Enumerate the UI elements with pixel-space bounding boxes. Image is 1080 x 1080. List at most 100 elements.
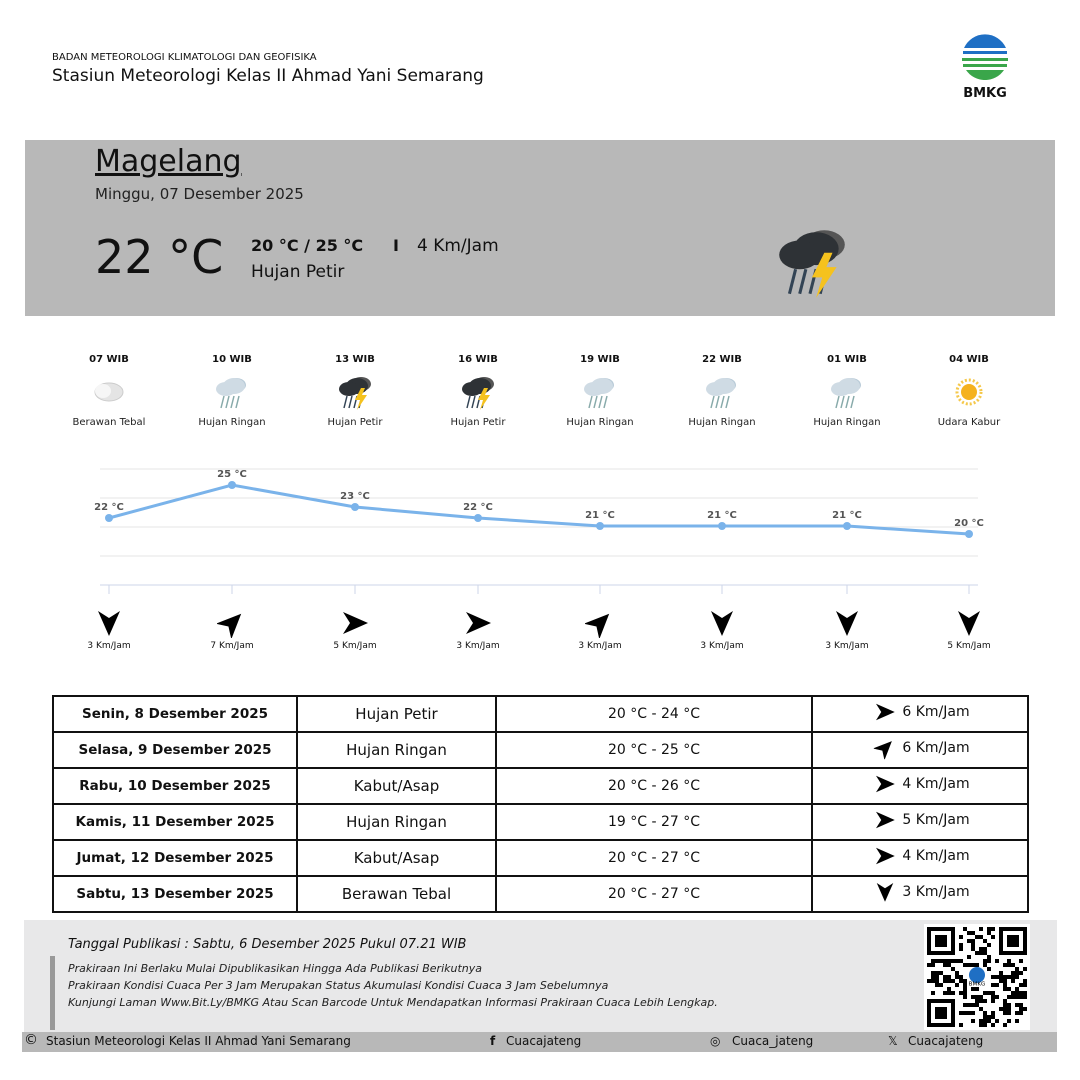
hourly-item: 13 WIB Hujan Petir — [295, 354, 415, 428]
wind-direction-icon — [583, 613, 610, 640]
hour-condition: Hujan Petir — [450, 417, 506, 428]
temp-range-cell: 20 °C - 26 °C — [495, 767, 813, 805]
hour-condition: Hujan Ringan — [566, 417, 634, 428]
hourly-item: 19 WIB Hujan Ringan — [540, 354, 660, 428]
wind-speed: 3 Km/Jam — [902, 884, 970, 900]
condition-cell: Hujan Ringan — [296, 803, 497, 841]
rain-icon — [584, 378, 614, 409]
wind-speed: 5 Km/Jam — [947, 641, 991, 651]
wind-speed: 3 Km/Jam — [87, 641, 131, 651]
temperature-label: 22 °C — [463, 502, 493, 513]
publication-date: Tanggal Publikasi : Sabtu, 6 Desember 20… — [68, 937, 467, 952]
cloudy-icon — [94, 382, 124, 402]
copyright-text: Stasiun Meteorologi Kelas II Ahmad Yani … — [46, 1034, 351, 1048]
temperature-label: 21 °C — [832, 510, 862, 521]
hour-condition: Hujan Ringan — [688, 417, 756, 428]
condition-cell: Kabut/Asap — [296, 767, 497, 805]
hour-label: 10 WIB — [212, 354, 252, 365]
wind-speed: 3 Km/Jam — [578, 641, 622, 651]
current-temp: 22 °C — [95, 230, 224, 284]
temperature-point — [965, 530, 973, 538]
table-row: Jumat, 12 Desember 2025 Kabut/Asap 20 °C -… — [52, 839, 1029, 877]
wind-direction-icon — [836, 611, 858, 636]
wind-cell: 4 Km/Jam — [811, 839, 1029, 877]
thunder-icon — [462, 377, 494, 410]
day-cell: Selasa, 9 Desember 2025 — [52, 731, 298, 769]
agency-name: BADAN METEOROLOGI KLIMATOLOGI DAN GEOFIS… — [52, 52, 317, 63]
current-wind: 4 Km/Jam — [417, 236, 499, 256]
temp-range-cell: 20 °C - 25 °C — [495, 731, 813, 769]
hour-label: 13 WIB — [335, 354, 375, 365]
x-link[interactable]: Cuacajateng — [908, 1034, 984, 1048]
qr-code[interactable]: BMKG — [924, 924, 1030, 1030]
hourly-wind: 3 Km/Jam — [428, 608, 528, 651]
temperature-label: 20 °C — [954, 518, 984, 529]
hour-condition: Berawan Tebal — [72, 417, 146, 428]
hourly-wind: 3 Km/Jam — [797, 608, 897, 651]
temp-range-cell: 20 °C - 27 °C — [495, 875, 813, 913]
temperature-point — [105, 514, 113, 522]
wind-speed: 4 Km/Jam — [902, 848, 970, 864]
hour-condition: Hujan Petir — [327, 417, 383, 428]
day-cell: Rabu, 10 Desember 2025 — [52, 767, 298, 805]
current-weather-panel: Magelang Minggu, 07 Desember 2025 22 °C … — [25, 140, 1055, 316]
wind-direction-icon — [98, 611, 120, 636]
daily-forecast-table: Senin, 8 Desember 2025 Hujan Petir 20 °C -… — [52, 695, 1029, 913]
current-condition: Hujan Petir — [251, 262, 345, 282]
hourly-item: 04 WIB Udara Kabur — [909, 354, 1029, 428]
condition-cell: Hujan Ringan — [296, 731, 497, 769]
hourly-item: 01 WIB Hujan Ringan — [787, 354, 907, 428]
wind-direction-icon — [876, 775, 896, 793]
wind-direction-icon — [876, 703, 896, 721]
rain-icon — [831, 378, 861, 409]
day-cell: Jumat, 12 Desember 2025 — [52, 839, 298, 877]
temperature-point — [351, 503, 359, 511]
wind-speed: 4 Km/Jam — [902, 776, 970, 792]
hour-condition: Hujan Ringan — [198, 417, 266, 428]
hour-label: 22 WIB — [702, 354, 742, 365]
instagram-link[interactable]: Cuaca_jateng — [732, 1034, 814, 1048]
wind-cell: 6 Km/Jam — [811, 731, 1029, 769]
day-cell: Senin, 8 Desember 2025 — [52, 695, 298, 733]
wind-cell: 5 Km/Jam — [811, 803, 1029, 841]
hourly-wind: 5 Km/Jam — [919, 608, 1019, 651]
facebook-link[interactable]: Cuacajateng — [506, 1034, 582, 1048]
separator: I — [393, 236, 399, 255]
table-row: Sabtu, 13 Desember 2025 Berawan Tebal 20 °… — [52, 875, 1029, 913]
wind-speed: 6 Km/Jam — [902, 740, 970, 756]
rain-icon — [706, 378, 736, 409]
hourly-wind: 3 Km/Jam — [672, 608, 772, 651]
wind-speed: 3 Km/Jam — [700, 641, 744, 651]
footer-panel — [24, 920, 1057, 1032]
footer-note: Kunjungi Laman Www.Bit.Ly/BMKG Atau Scan… — [68, 996, 718, 1009]
hourly-item: 10 WIB Hujan Ringan — [172, 354, 292, 428]
wind-direction-icon — [958, 611, 980, 636]
temperature-point — [843, 522, 851, 530]
wind-direction-icon — [874, 741, 893, 760]
wind-speed: 3 Km/Jam — [825, 641, 869, 651]
temperature-chart: 22 °C 25 °C 23 °C 22 °C 21 °C 21 °C 21 °C 20 °C — [94, 468, 984, 594]
hour-label: 16 WIB — [458, 354, 498, 365]
wind-direction-icon — [876, 811, 896, 829]
condition-cell: Kabut/Asap — [296, 839, 497, 877]
temperature-line — [108, 483, 970, 536]
temp-range-cell: 19 °C - 27 °C — [495, 803, 813, 841]
haze-icon — [955, 378, 983, 406]
wind-speed: 5 Km/Jam — [902, 812, 970, 828]
hour-label: 19 WIB — [580, 354, 620, 365]
wind-direction-icon — [343, 612, 368, 634]
hourly-wind: 7 Km/Jam — [182, 608, 282, 651]
city-name: Magelang — [95, 144, 242, 179]
condition-cell: Berawan Tebal — [296, 875, 497, 913]
temperature-point — [474, 514, 482, 522]
hour-label: 04 WIB — [949, 354, 989, 365]
wind-direction-icon — [711, 611, 733, 636]
footer-accent-bar — [50, 956, 55, 1030]
temperature-label: 25 °C — [217, 469, 247, 480]
hourly-item: 22 WIB Hujan Ringan — [662, 354, 782, 428]
hour-label: 01 WIB — [827, 354, 867, 365]
condition-cell: Hujan Petir — [296, 695, 497, 733]
current-date: Minggu, 07 Desember 2025 — [95, 185, 304, 203]
qr-logo-text: BMKG — [969, 981, 986, 987]
rain-icon — [216, 378, 246, 409]
